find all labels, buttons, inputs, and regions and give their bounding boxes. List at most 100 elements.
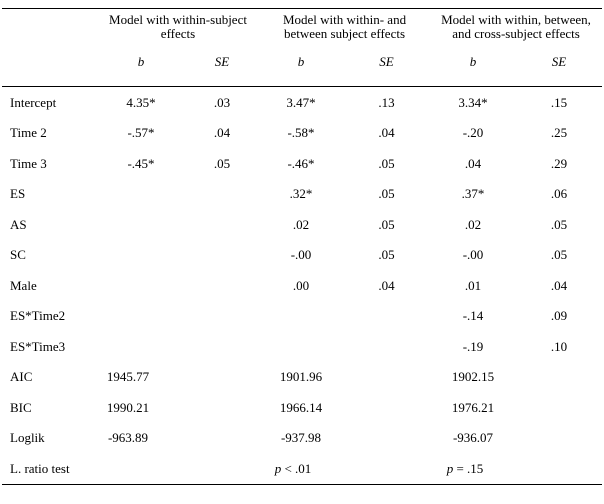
cell-value: p < .01 bbox=[274, 460, 312, 476]
cell-value: .04 bbox=[378, 277, 395, 293]
cell-value: .13 bbox=[378, 94, 395, 110]
cell-value: -.14 bbox=[462, 308, 484, 324]
cell-value: .09 bbox=[550, 308, 568, 324]
table-header: Model with within-subject effects Model … bbox=[2, 9, 603, 87]
table-row: AIC 1945.77 1901.96 1902.15 bbox=[2, 362, 602, 393]
cell-value: 1945.77 bbox=[106, 369, 150, 385]
row-label: ES*Time2 bbox=[10, 308, 66, 324]
cell-value: .04 bbox=[550, 277, 568, 293]
cell-value: .32* bbox=[289, 186, 313, 202]
table-row: Time 3 -.45* .05 -.46* .05 .04 .29 bbox=[2, 148, 602, 179]
row-label: Male bbox=[10, 277, 37, 293]
cell-value: .00 bbox=[292, 277, 310, 293]
table-row: SC -.00 .05 -.00 .05 bbox=[2, 240, 602, 271]
cell-value: 3.47* bbox=[286, 94, 316, 110]
cell-value: .15 bbox=[550, 94, 568, 110]
corner-empty-cell bbox=[2, 9, 97, 54]
cell-value: -.46* bbox=[287, 155, 315, 171]
row-label: Time 2 bbox=[10, 125, 47, 141]
cell-value bbox=[185, 179, 259, 210]
cell-value: .29 bbox=[550, 155, 568, 171]
paper-table-page: Model with within-subject effects Model … bbox=[0, 8, 604, 504]
col-header-se-model-2: SE bbox=[343, 53, 431, 87]
cell-value bbox=[185, 453, 259, 484]
regression-results-table: Model with within-subject effects Model … bbox=[2, 8, 603, 485]
empty-header-cell bbox=[2, 53, 97, 87]
table-row: L. ratio test p < .01 p = .15 bbox=[2, 453, 602, 484]
row-label: ES bbox=[10, 186, 26, 202]
col-header-b-model-1: b bbox=[97, 53, 185, 87]
table-row: ES .32* .05 .37* .06 bbox=[2, 179, 602, 210]
cell-value bbox=[343, 392, 430, 423]
cell-value bbox=[97, 209, 185, 240]
row-label: ES*Time3 bbox=[10, 338, 66, 354]
cell-value bbox=[185, 240, 259, 271]
table-row: Loglik -963.89 -937.98 -936.07 bbox=[2, 423, 602, 454]
cell-value: 4.35* bbox=[126, 94, 156, 110]
cell-value: .02 bbox=[292, 216, 310, 232]
cell-value bbox=[185, 423, 259, 454]
row-label: L. ratio test bbox=[10, 460, 70, 476]
cell-value: -.00 bbox=[462, 247, 484, 263]
table-row: ES*Time3 -.19 .10 bbox=[2, 331, 602, 362]
group-title-model-1: Model with within-subject effects bbox=[109, 12, 247, 41]
cell-value: p = .15 bbox=[446, 460, 484, 476]
cell-value bbox=[97, 240, 185, 271]
cell-value: 3.34* bbox=[458, 94, 488, 110]
cell-value bbox=[97, 453, 185, 484]
model-group-header-row: Model with within-subject effects Model … bbox=[2, 9, 602, 54]
cell-value: -936.07 bbox=[452, 430, 494, 446]
cell-value bbox=[185, 209, 259, 240]
cell-value: -937.98 bbox=[280, 430, 322, 446]
cell-value: -.57* bbox=[127, 125, 155, 141]
cell-value bbox=[516, 362, 602, 393]
cell-value: .05 bbox=[378, 186, 395, 202]
cell-value: .37* bbox=[461, 186, 485, 202]
table-row: Intercept 4.35* .03 3.47* .13 3.34* .15 bbox=[2, 87, 602, 118]
group-title-model-3: Model with within, between, and cross-su… bbox=[441, 12, 591, 41]
cell-value: .05 bbox=[378, 216, 395, 232]
cell-value: .05 bbox=[213, 155, 231, 171]
cell-value: -.19 bbox=[462, 338, 484, 354]
table-body: Intercept 4.35* .03 3.47* .13 3.34* .15 Time 2 -… bbox=[2, 87, 602, 485]
cell-value bbox=[97, 179, 185, 210]
cell-value: 1976.21 bbox=[451, 399, 495, 415]
cell-value bbox=[343, 423, 430, 454]
cell-value bbox=[259, 301, 343, 332]
cell-value bbox=[185, 362, 259, 393]
cell-value bbox=[516, 453, 602, 484]
cell-value: .06 bbox=[550, 186, 568, 202]
cell-value bbox=[516, 423, 602, 454]
cell-value bbox=[185, 392, 259, 423]
cell-value bbox=[185, 270, 259, 301]
cell-value: .05 bbox=[378, 155, 395, 171]
row-label: AS bbox=[10, 216, 27, 232]
col-header-b-model-3: b bbox=[430, 53, 517, 87]
cell-value: .05 bbox=[550, 216, 568, 232]
table-row: Male .00 .04 .01 .04 bbox=[2, 270, 602, 301]
cell-value: .05 bbox=[550, 247, 568, 263]
cell-value bbox=[516, 392, 602, 423]
table-row: Time 2 -.57* .04 -.58* .04 -.20 .25 bbox=[2, 118, 602, 149]
group-title-model-2: Model with within- and between subject e… bbox=[282, 12, 407, 41]
col-header-se-model-1: SE bbox=[185, 53, 259, 87]
cell-value bbox=[97, 331, 185, 362]
table-row: BIC 1990.21 1966.14 1976.21 bbox=[2, 392, 602, 423]
cell-value: 1990.21 bbox=[106, 399, 150, 415]
col-header-se-model-3: SE bbox=[516, 53, 603, 87]
cell-value: .01 bbox=[464, 277, 482, 293]
cell-value: -.58* bbox=[287, 125, 315, 141]
cell-value bbox=[97, 270, 185, 301]
cell-value: .04 bbox=[378, 125, 395, 141]
cell-value: .02 bbox=[464, 216, 482, 232]
row-label: Loglik bbox=[10, 430, 45, 446]
cell-value: .25 bbox=[550, 125, 568, 141]
cell-value bbox=[343, 362, 430, 393]
row-label: SC bbox=[10, 247, 26, 263]
cell-value: -.45* bbox=[127, 155, 155, 171]
coefficient-header-row: b SE b SE b SE bbox=[2, 53, 603, 87]
cell-value bbox=[97, 301, 185, 332]
table-row: AS .02 .05 .02 .05 bbox=[2, 209, 602, 240]
table-row: ES*Time2 -.14 .09 bbox=[2, 301, 602, 332]
row-label: Intercept bbox=[10, 94, 57, 110]
